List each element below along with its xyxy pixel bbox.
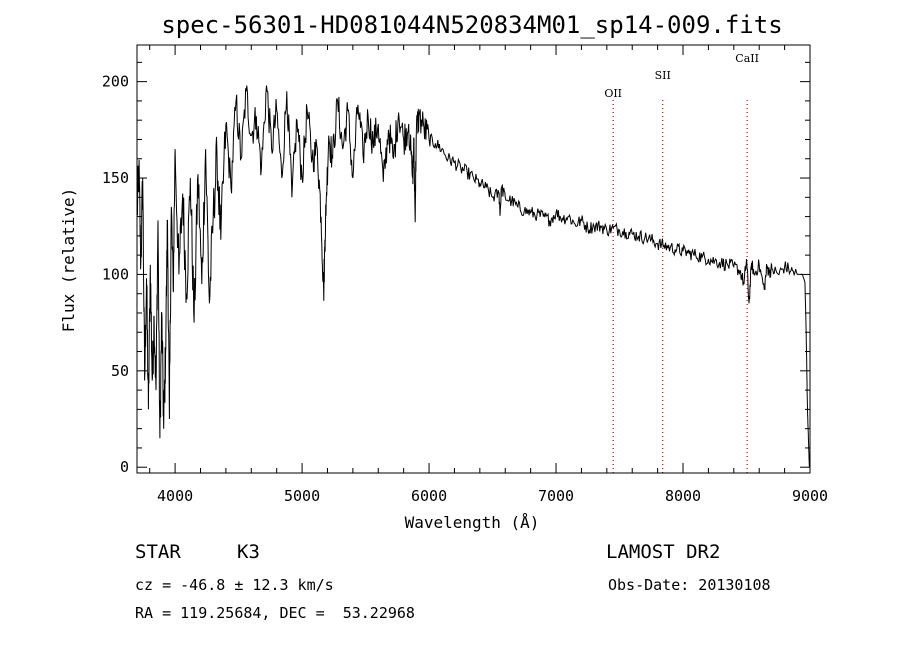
object-class: STAR [135, 541, 181, 563]
coordinates-info: RA = 119.25684, DEC = 53.22968 [135, 604, 415, 622]
spectral-line-label: SII [655, 69, 671, 82]
x-tick-label: 6000 [411, 487, 447, 505]
plot-frame [136, 44, 811, 474]
survey-release: LAMOST DR2 [606, 541, 721, 563]
x-tick-label: 9000 [792, 487, 828, 505]
y-tick-label: 100 [102, 265, 129, 283]
x-tick-label: 8000 [665, 487, 701, 505]
redshift-info: cz = -46.8 ± 12.3 km/s [135, 576, 334, 594]
y-axis-label: Flux (relative) [59, 188, 78, 333]
object-subclass: K3 [237, 541, 260, 563]
spectral-line-label: OII [604, 87, 622, 100]
x-tick-label: 7000 [538, 487, 574, 505]
observation-date: Obs-Date: 20130108 [608, 576, 771, 594]
y-tick-label: 50 [111, 362, 129, 380]
y-tick-label: 200 [102, 73, 129, 91]
spectral-line-label: CaII [735, 52, 759, 65]
chart-title: spec-56301-HD081044N520834M01_sp14-009.f… [161, 11, 782, 39]
y-tick-label: 0 [120, 458, 129, 476]
x-tick-label: 4000 [157, 487, 193, 505]
spectrum-line [136, 85, 810, 468]
x-tick-label: 5000 [284, 487, 320, 505]
y-tick-label: 150 [102, 169, 129, 187]
x-axis-label: Wavelength (Å) [405, 513, 540, 532]
